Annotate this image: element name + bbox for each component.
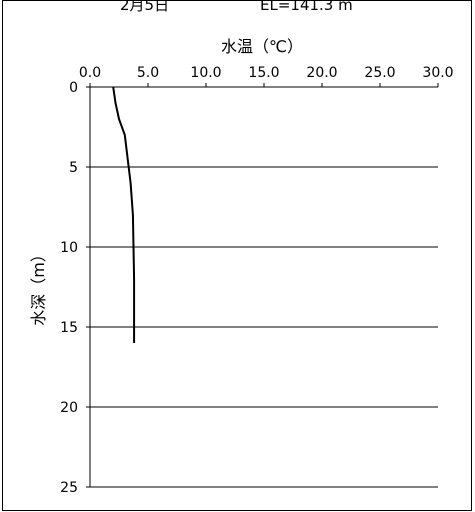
x-axis-ticks: 0.0 5.0 10.0 15.0 20.0 25.0 30.0 — [79, 65, 454, 87]
y-tick-label-15: 15 — [60, 320, 78, 336]
grid-layer — [90, 166, 438, 488]
x-tick-label-25.0: 25.0 — [364, 65, 395, 81]
y-tick-label-20: 20 — [60, 400, 78, 416]
x-axis-title: 水温（℃） — [221, 37, 303, 56]
y-tick-label-10: 10 — [60, 240, 78, 256]
x-tick-label-20.0: 20.0 — [306, 65, 337, 81]
y-tick-label-25: 25 — [60, 480, 78, 496]
x-tick-label-10.0: 10.0 — [190, 65, 221, 81]
x-tick-label-5.0: 5.0 — [137, 65, 159, 81]
temperature-profile-line-0 — [112, 86, 136, 343]
x-tick-label-30.0: 30.0 — [422, 65, 453, 81]
y-tick-label-0: 0 — [69, 80, 78, 96]
y-tick-label-5: 5 — [69, 160, 78, 176]
chart-elevation: EL=141.3 m — [260, 0, 353, 14]
chart-date: 2月5日 — [120, 0, 169, 14]
series-layer — [112, 86, 136, 343]
x-tick-label-0.0: 0.0 — [79, 65, 101, 81]
y-axis-title: 水深（m） — [29, 246, 48, 326]
y-axis-ticks: 0 5 10 15 20 25 — [60, 80, 90, 496]
x-tick-label-15.0: 15.0 — [248, 65, 279, 81]
